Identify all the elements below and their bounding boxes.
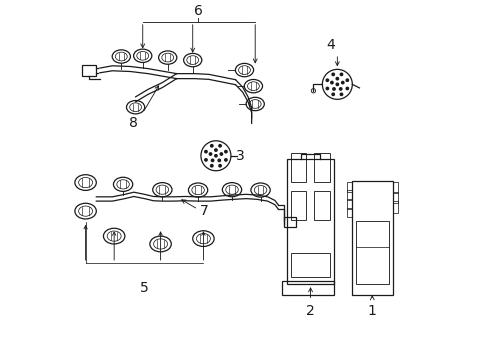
Circle shape bbox=[209, 153, 211, 155]
Circle shape bbox=[214, 149, 217, 151]
Circle shape bbox=[325, 79, 328, 81]
Circle shape bbox=[204, 150, 207, 153]
Bar bbox=[281, 282, 333, 295]
Circle shape bbox=[211, 159, 213, 162]
Text: 6: 6 bbox=[193, 4, 202, 18]
Bar bbox=[290, 153, 306, 183]
Circle shape bbox=[340, 93, 342, 95]
Circle shape bbox=[210, 145, 213, 147]
Bar bbox=[392, 182, 397, 193]
Text: 3: 3 bbox=[235, 149, 244, 163]
Circle shape bbox=[210, 165, 213, 167]
Bar bbox=[355, 221, 388, 284]
Bar bbox=[346, 190, 351, 200]
Circle shape bbox=[331, 73, 334, 76]
Bar bbox=[82, 65, 95, 76]
Circle shape bbox=[219, 165, 221, 167]
Circle shape bbox=[340, 73, 342, 76]
Bar bbox=[314, 153, 329, 183]
Bar bbox=[283, 217, 296, 227]
Bar bbox=[346, 208, 351, 217]
Text: 5: 5 bbox=[140, 281, 148, 295]
Circle shape bbox=[214, 154, 217, 157]
Circle shape bbox=[204, 159, 207, 161]
Circle shape bbox=[335, 77, 338, 80]
Bar bbox=[351, 181, 392, 295]
Bar bbox=[346, 199, 351, 209]
Text: 4: 4 bbox=[325, 38, 334, 52]
Text: 1: 1 bbox=[367, 304, 376, 318]
Circle shape bbox=[341, 81, 343, 84]
Bar bbox=[290, 253, 329, 278]
Bar bbox=[287, 159, 333, 284]
Circle shape bbox=[331, 93, 334, 95]
Circle shape bbox=[220, 153, 222, 155]
Circle shape bbox=[218, 159, 220, 162]
Text: 2: 2 bbox=[305, 304, 314, 318]
Circle shape bbox=[224, 159, 226, 161]
Text: 7: 7 bbox=[200, 204, 208, 218]
Bar bbox=[346, 182, 351, 192]
Bar bbox=[392, 192, 397, 203]
Bar bbox=[314, 190, 329, 220]
Circle shape bbox=[219, 145, 221, 147]
Circle shape bbox=[346, 79, 348, 81]
Bar bbox=[290, 190, 306, 220]
Circle shape bbox=[346, 87, 348, 90]
Circle shape bbox=[332, 88, 334, 90]
Text: 8: 8 bbox=[129, 117, 138, 130]
Circle shape bbox=[335, 83, 338, 86]
Circle shape bbox=[330, 81, 332, 84]
Circle shape bbox=[325, 87, 328, 90]
Circle shape bbox=[339, 88, 341, 90]
Circle shape bbox=[224, 150, 226, 153]
Bar bbox=[392, 201, 397, 213]
